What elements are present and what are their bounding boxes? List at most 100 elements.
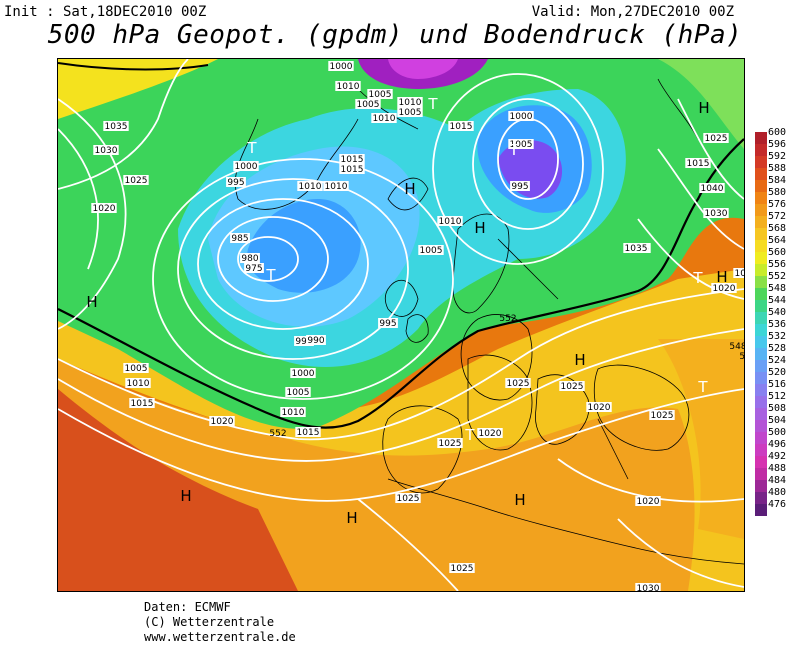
isobar-label: 1030 bbox=[705, 209, 728, 219]
weather-map: 1000 1010 1005 1010 1005 1010 1015 1000 1005 995 1… bbox=[57, 58, 745, 592]
isobar-label: 1025 bbox=[651, 411, 674, 421]
low-pressure-center: T bbox=[508, 141, 519, 159]
isobar-label-bg bbox=[437, 438, 463, 448]
isobar-label-bg bbox=[240, 253, 260, 263]
colorbar-cell bbox=[755, 492, 767, 504]
isobar-label-bg bbox=[294, 336, 314, 346]
isobar-label: 1020 bbox=[713, 284, 736, 294]
isobar-label: 1020 bbox=[637, 497, 660, 507]
colorbar-label: 564 bbox=[768, 235, 787, 246]
high-pressure-center: H bbox=[346, 509, 357, 527]
isobar-label: 1025 bbox=[125, 176, 148, 186]
colorbar-label: 512 bbox=[768, 391, 787, 402]
isobar-label-bg bbox=[244, 263, 264, 273]
isobar-label: 1010 bbox=[325, 182, 348, 192]
isobar-label-bg bbox=[510, 181, 530, 191]
isobar-label-bg bbox=[339, 164, 365, 174]
high-pressure-center: H bbox=[474, 219, 485, 237]
isobar-label-bg bbox=[685, 158, 711, 168]
colorbar-cell bbox=[755, 336, 767, 348]
isobar-label-bg bbox=[290, 368, 316, 378]
colorbar-cell bbox=[755, 132, 767, 144]
isobar-label: 1030 bbox=[95, 146, 118, 156]
isobar-label-bg bbox=[395, 493, 421, 503]
isobar-label-bg bbox=[285, 387, 311, 397]
colorbar-cell bbox=[755, 456, 767, 468]
colorbar-cell bbox=[755, 480, 767, 492]
light-green-ne bbox=[658, 59, 744, 149]
colorbar-cell bbox=[755, 300, 767, 312]
isobar-label: 985 bbox=[231, 234, 248, 244]
isobar-label: 1025 bbox=[439, 439, 462, 449]
isobar-label-bg bbox=[335, 81, 361, 91]
isobar-label: 1025 bbox=[451, 564, 474, 574]
isobar-label: 1010 bbox=[399, 98, 422, 108]
high-pressure-center: H bbox=[514, 491, 525, 509]
colorbar-cell bbox=[755, 156, 767, 168]
geopotential-label: 552 bbox=[269, 429, 286, 439]
isobar-label-bg bbox=[449, 563, 475, 573]
isobar-label-bg bbox=[635, 496, 661, 506]
isobar-label: 1035 bbox=[105, 122, 128, 132]
colorbar-cell bbox=[755, 276, 767, 288]
colorbar-cell bbox=[755, 420, 767, 432]
colorbar-label: 476 bbox=[768, 499, 787, 510]
colorbar-label: 520 bbox=[768, 367, 787, 378]
isobar-label-bg bbox=[635, 583, 661, 591]
isobar-label-bg bbox=[378, 318, 398, 328]
low-pressure-center: T bbox=[265, 266, 276, 284]
isobar-label: 1040 bbox=[701, 184, 724, 194]
isobar-label-bg bbox=[508, 139, 534, 149]
isobar-label: 1010 bbox=[337, 82, 360, 92]
geopotential-label: 548 bbox=[729, 342, 744, 352]
colorbar-cell bbox=[755, 444, 767, 456]
colorbar-label: 508 bbox=[768, 403, 787, 414]
isobar-label: 995 bbox=[379, 319, 396, 329]
isobar-label: 1010 bbox=[282, 408, 305, 418]
isobar-label-bg bbox=[703, 133, 729, 143]
isobar-label: 980 bbox=[241, 254, 258, 264]
colorbar-cell bbox=[755, 468, 767, 480]
isobar-label-bg bbox=[699, 183, 725, 193]
colorbar-label: 588 bbox=[768, 163, 787, 174]
colorbar-label: 592 bbox=[768, 151, 787, 162]
colorbar bbox=[755, 132, 767, 516]
isobar-label: 995 bbox=[511, 182, 528, 192]
isobar-label-bg bbox=[123, 363, 149, 373]
colorbar-cell bbox=[755, 504, 767, 516]
isobar-label: 995 bbox=[227, 178, 244, 188]
isobar-label-bg bbox=[508, 111, 534, 121]
isobar-label: 1005 bbox=[420, 246, 443, 256]
isobar-label-bg bbox=[295, 427, 321, 437]
isobar-label: 1015 bbox=[341, 165, 364, 175]
red-orange-region-sw bbox=[58, 389, 298, 591]
colorbar-cell bbox=[755, 372, 767, 384]
yellow-band bbox=[58, 269, 744, 591]
isobar-label: 1025 bbox=[561, 382, 584, 392]
colorbar-cell bbox=[755, 252, 767, 264]
map-title: 500 hPa Geopot. (gpdm) und Bodendruck (h… bbox=[47, 20, 743, 50]
colorbar-cell bbox=[755, 348, 767, 360]
isobar-label: 1015 bbox=[131, 399, 154, 409]
isobar-label-bg bbox=[397, 107, 423, 117]
isobar-label-bg bbox=[306, 335, 326, 345]
isobar-label-bg bbox=[91, 203, 117, 213]
low-pressure-center: T bbox=[464, 426, 475, 444]
isobar-label-bg bbox=[586, 402, 612, 412]
colorbar-cell bbox=[755, 144, 767, 156]
high-pressure-center: H bbox=[404, 180, 415, 198]
isobar-label-bg bbox=[711, 283, 737, 293]
isobar-label-bg bbox=[209, 416, 235, 426]
isobar-label-bg bbox=[397, 97, 423, 107]
isobar-label-bg bbox=[233, 161, 259, 171]
high-pressure-center: H bbox=[698, 99, 709, 117]
colorbar-label: 516 bbox=[768, 379, 787, 390]
isobar-label: 1020 bbox=[479, 429, 502, 439]
isobar-label-bg bbox=[280, 407, 306, 417]
colorbar-label: 536 bbox=[768, 319, 787, 330]
isobar-label-bg bbox=[371, 113, 397, 123]
isobar-label-bg bbox=[297, 181, 323, 191]
isobar-label-bg bbox=[703, 208, 729, 218]
colorbar-label: 556 bbox=[768, 259, 787, 270]
